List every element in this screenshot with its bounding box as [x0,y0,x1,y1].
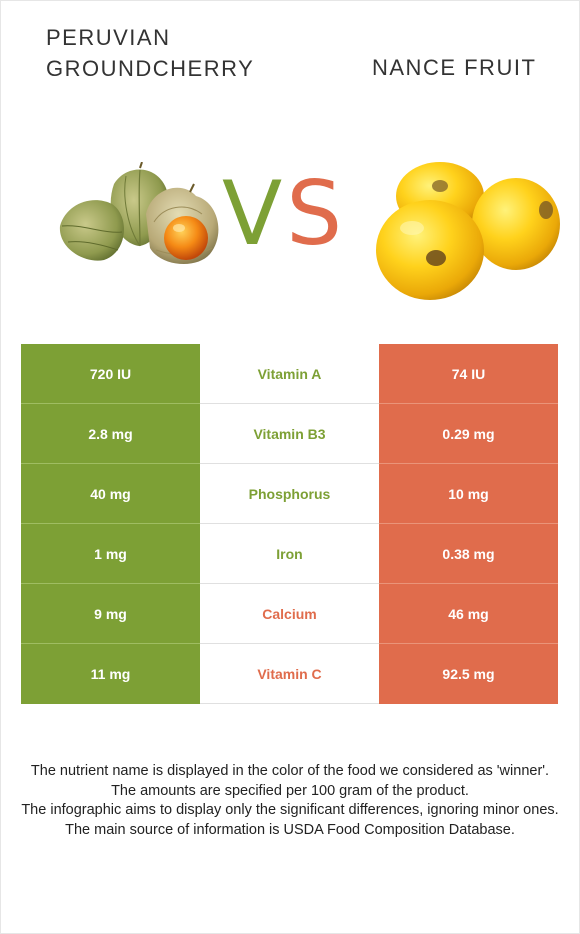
versus-label: VS [222,164,350,264]
nutrient-name: Vitamin C [200,644,379,704]
vs-letter-s: S [286,162,347,265]
footnotes: The nutrient name is displayed in the co… [20,762,560,840]
right-value: 10 mg [379,464,558,524]
nutrient-name: Calcium [200,584,379,644]
right-value: 0.29 mg [379,404,558,464]
left-value: 720 IU [21,344,200,404]
table-row: 1 mg Iron 0.38 mg [21,524,558,584]
nance-fruit-image [376,162,560,300]
footnote: The main source of information is USDA F… [65,821,515,838]
nutrient-comparison-table: 720 IU Vitamin A 74 IU 2.8 mg Vitamin B3… [21,344,558,704]
table-row: 720 IU Vitamin A 74 IU [21,344,558,404]
right-value: 0.38 mg [379,524,558,584]
nutrient-name: Vitamin A [200,344,379,404]
left-value: 1 mg [21,524,200,584]
table-row: 9 mg Calcium 46 mg [21,584,558,644]
table-row: 40 mg Phosphorus 10 mg [21,464,558,524]
table-row: 11 mg Vitamin C 92.5 mg [21,644,558,704]
footnote: The amounts are specified per 100 gram o… [111,782,469,799]
peruvian-groundcherry-image [59,162,219,265]
left-value: 9 mg [21,584,200,644]
right-value: 74 IU [379,344,558,404]
left-food-title: PERUVIAN GROUNDCHERRY [46,25,255,81]
nutrient-name: Phosphorus [200,464,379,524]
table-row: 2.8 mg Vitamin B3 0.29 mg [21,404,558,464]
right-value: 46 mg [379,584,558,644]
left-value: 11 mg [21,644,200,704]
right-value: 92.5 mg [379,644,558,704]
left-value: 2.8 mg [21,404,200,464]
left-value: 40 mg [21,464,200,524]
nutrient-name: Iron [200,524,379,584]
footnote: The nutrient name is displayed in the co… [30,763,550,779]
vs-letter-v: V [222,162,287,265]
right-food-title: NANCE FRUIT [372,55,537,80]
footnote: The infographic aims to display only the… [21,802,559,818]
nutrient-name: Vitamin B3 [200,404,379,464]
